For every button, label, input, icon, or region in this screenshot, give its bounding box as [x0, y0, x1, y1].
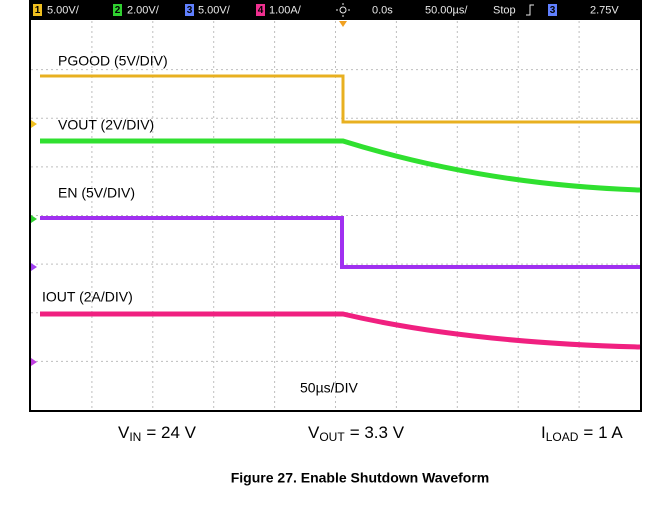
trigger-marker — [339, 21, 347, 27]
subscript: OUT — [319, 430, 345, 444]
value: = 3.3 V — [350, 423, 405, 442]
condition: VIN = 24 V — [118, 423, 197, 444]
channel-number: 1 — [35, 5, 41, 16]
scope-bar: 1 2 3 4 3 5.00V/ 2.00V/ 5.00V/ 1.00A/ 0.… — [30, 0, 641, 20]
caption: Figure 27. Enable Shutdown Waveform — [231, 470, 490, 486]
symbol: I — [541, 423, 546, 442]
channel-scale: 5.00V/ — [47, 4, 80, 16]
subscript: IN — [129, 430, 141, 444]
trace-label: IOUT (2A/DIV) — [42, 289, 133, 305]
condition: VOUT = 3.3 V — [308, 423, 405, 444]
trace-label: EN (5V/DIV) — [58, 185, 135, 201]
value: = 1 A — [583, 423, 623, 442]
trigger-time: 0.0s — [372, 4, 393, 16]
timebase: 50.00µs/ — [425, 4, 468, 16]
status: Stop — [493, 4, 516, 16]
channel-scale: 2.00V/ — [127, 4, 160, 16]
channel-box — [113, 4, 122, 16]
channel-box — [33, 4, 42, 16]
channel-box — [256, 4, 265, 16]
symbol: V — [308, 423, 320, 442]
trigger-source: 3 — [550, 5, 556, 16]
condition: ILOAD = 1 A — [541, 423, 623, 444]
trigger-edge-icon — [526, 4, 534, 16]
trigger-level: 2.75V — [590, 4, 619, 16]
subscript: LOAD — [546, 430, 579, 444]
en-trace — [40, 216, 640, 269]
channel-number: 2 — [115, 5, 121, 16]
channel-box — [185, 4, 194, 16]
iout-trace — [40, 311, 641, 350]
channel-marker — [31, 215, 37, 223]
channel-scale: 5.00V/ — [198, 4, 231, 16]
timebase-label: 50µs/DIV — [300, 380, 359, 396]
pgood-trace — [40, 74, 640, 124]
channel-marker — [31, 358, 37, 366]
trigger-source-box — [548, 4, 557, 16]
channel-scale: 1.00A/ — [269, 4, 302, 16]
channel-marker — [31, 263, 37, 271]
trace-label: PGOOD (5V/DIV) — [58, 53, 168, 69]
value: = 24 V — [146, 423, 196, 442]
symbol: V — [118, 423, 130, 442]
vout-trace — [40, 138, 641, 193]
sun-icon — [336, 3, 350, 17]
channel-number: 4 — [258, 5, 264, 16]
bar-background — [30, 0, 641, 20]
trace-label: VOUT (2V/DIV) — [58, 117, 154, 133]
channel-marker — [31, 120, 37, 128]
channel-number: 3 — [187, 5, 193, 16]
